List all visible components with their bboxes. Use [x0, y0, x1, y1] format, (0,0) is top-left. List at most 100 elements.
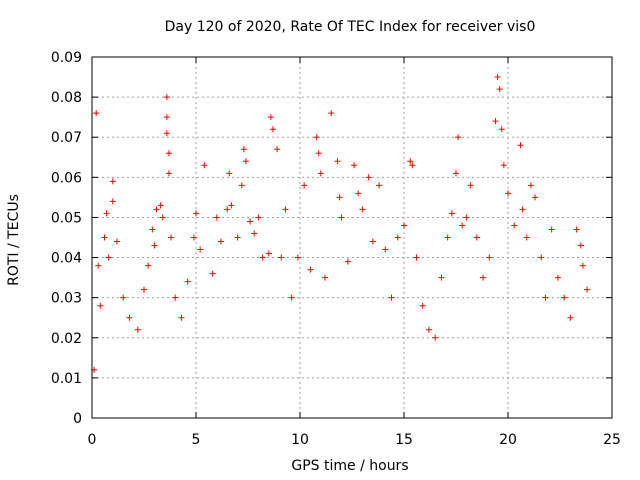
data-point — [307, 266, 314, 273]
data-point — [388, 294, 395, 301]
data-point — [336, 194, 343, 201]
data-point — [113, 238, 120, 245]
data-point — [274, 146, 281, 153]
data-point — [240, 146, 247, 153]
y-tick-label: 0.04 — [51, 251, 82, 267]
data-point — [369, 238, 376, 245]
data-point — [178, 314, 185, 321]
grid — [92, 57, 612, 418]
data-point — [101, 234, 108, 241]
data-point — [265, 250, 272, 257]
plot-frame — [91, 56, 613, 419]
y-tick-label: 0.01 — [51, 371, 82, 387]
data-point — [496, 86, 503, 93]
data-point — [448, 210, 455, 217]
y-tick-label: 0 — [73, 411, 82, 427]
data-point — [413, 254, 420, 261]
data-point — [315, 150, 322, 157]
data-point — [163, 94, 170, 101]
y-tick-labels: 0 0.01 0.02 0.03 0.04 0.05 0.06 0.07 0.08 0.09 — [51, 50, 82, 427]
data-point — [463, 214, 470, 221]
data-point — [328, 110, 335, 117]
data-points — [91, 74, 591, 373]
data-point — [228, 202, 235, 209]
data-point — [355, 190, 362, 197]
data-point — [282, 206, 289, 213]
data-point — [498, 126, 505, 133]
data-point — [334, 158, 341, 165]
data-point — [365, 174, 372, 181]
data-point — [561, 294, 568, 301]
data-point — [267, 114, 274, 121]
data-point — [407, 158, 414, 165]
data-point — [217, 238, 224, 245]
data-point — [151, 242, 158, 249]
data-point — [255, 214, 262, 221]
data-point — [134, 326, 141, 333]
x-tick-label: 10 — [291, 432, 309, 448]
data-point — [238, 182, 245, 189]
data-point — [419, 302, 426, 309]
data-point — [93, 110, 100, 117]
data-point — [213, 214, 220, 221]
data-point — [168, 234, 175, 241]
data-point — [105, 254, 112, 261]
data-point — [453, 170, 459, 177]
y-tick-label: 0.07 — [51, 130, 82, 146]
data-point — [444, 234, 451, 241]
data-point — [157, 202, 164, 209]
data-point — [486, 254, 493, 261]
data-point — [153, 206, 160, 213]
data-point — [376, 182, 383, 189]
data-point — [359, 206, 366, 213]
x-tick-label: 5 — [192, 432, 201, 448]
x-tick-label: 25 — [603, 432, 621, 448]
data-point — [459, 222, 466, 229]
data-point — [201, 162, 208, 169]
data-point — [301, 182, 308, 189]
data-point — [165, 150, 172, 157]
data-point — [103, 210, 110, 217]
data-point — [542, 294, 549, 301]
data-point — [517, 142, 524, 149]
data-point — [163, 130, 170, 137]
data-point — [288, 294, 295, 301]
data-point — [567, 314, 574, 321]
y-tick-label: 0.08 — [51, 90, 82, 106]
axis-ticks — [91, 56, 613, 419]
data-point — [209, 270, 216, 277]
data-point — [438, 274, 445, 281]
data-point — [278, 254, 285, 261]
data-point — [259, 254, 266, 261]
data-point — [480, 274, 487, 281]
data-point — [425, 326, 432, 333]
data-point — [394, 234, 401, 241]
data-point — [97, 302, 104, 309]
data-point — [554, 274, 561, 281]
data-point — [505, 190, 511, 197]
data-point — [382, 246, 389, 253]
y-axis-label: ROTI / TECUs — [6, 194, 22, 286]
x-axis-label: GPS time / hours — [291, 458, 408, 474]
data-point — [584, 286, 591, 293]
data-point — [224, 206, 231, 213]
data-point — [401, 222, 407, 229]
data-point — [344, 258, 351, 265]
y-tick-label: 0.09 — [51, 50, 82, 66]
data-point — [351, 162, 358, 169]
x-tick-label: 20 — [499, 432, 517, 448]
data-point — [573, 226, 580, 233]
data-point — [492, 118, 499, 125]
data-point — [494, 74, 501, 81]
data-point — [338, 214, 345, 221]
y-tick-label: 0.03 — [51, 291, 82, 307]
data-point — [120, 294, 127, 301]
data-point — [548, 226, 555, 233]
data-point — [109, 178, 116, 185]
data-point — [197, 246, 204, 253]
data-point — [190, 234, 197, 241]
data-point — [467, 182, 474, 189]
chart-title: Day 120 of 2020, Rate Of TEC Index for r… — [165, 19, 536, 35]
data-point — [579, 262, 586, 269]
